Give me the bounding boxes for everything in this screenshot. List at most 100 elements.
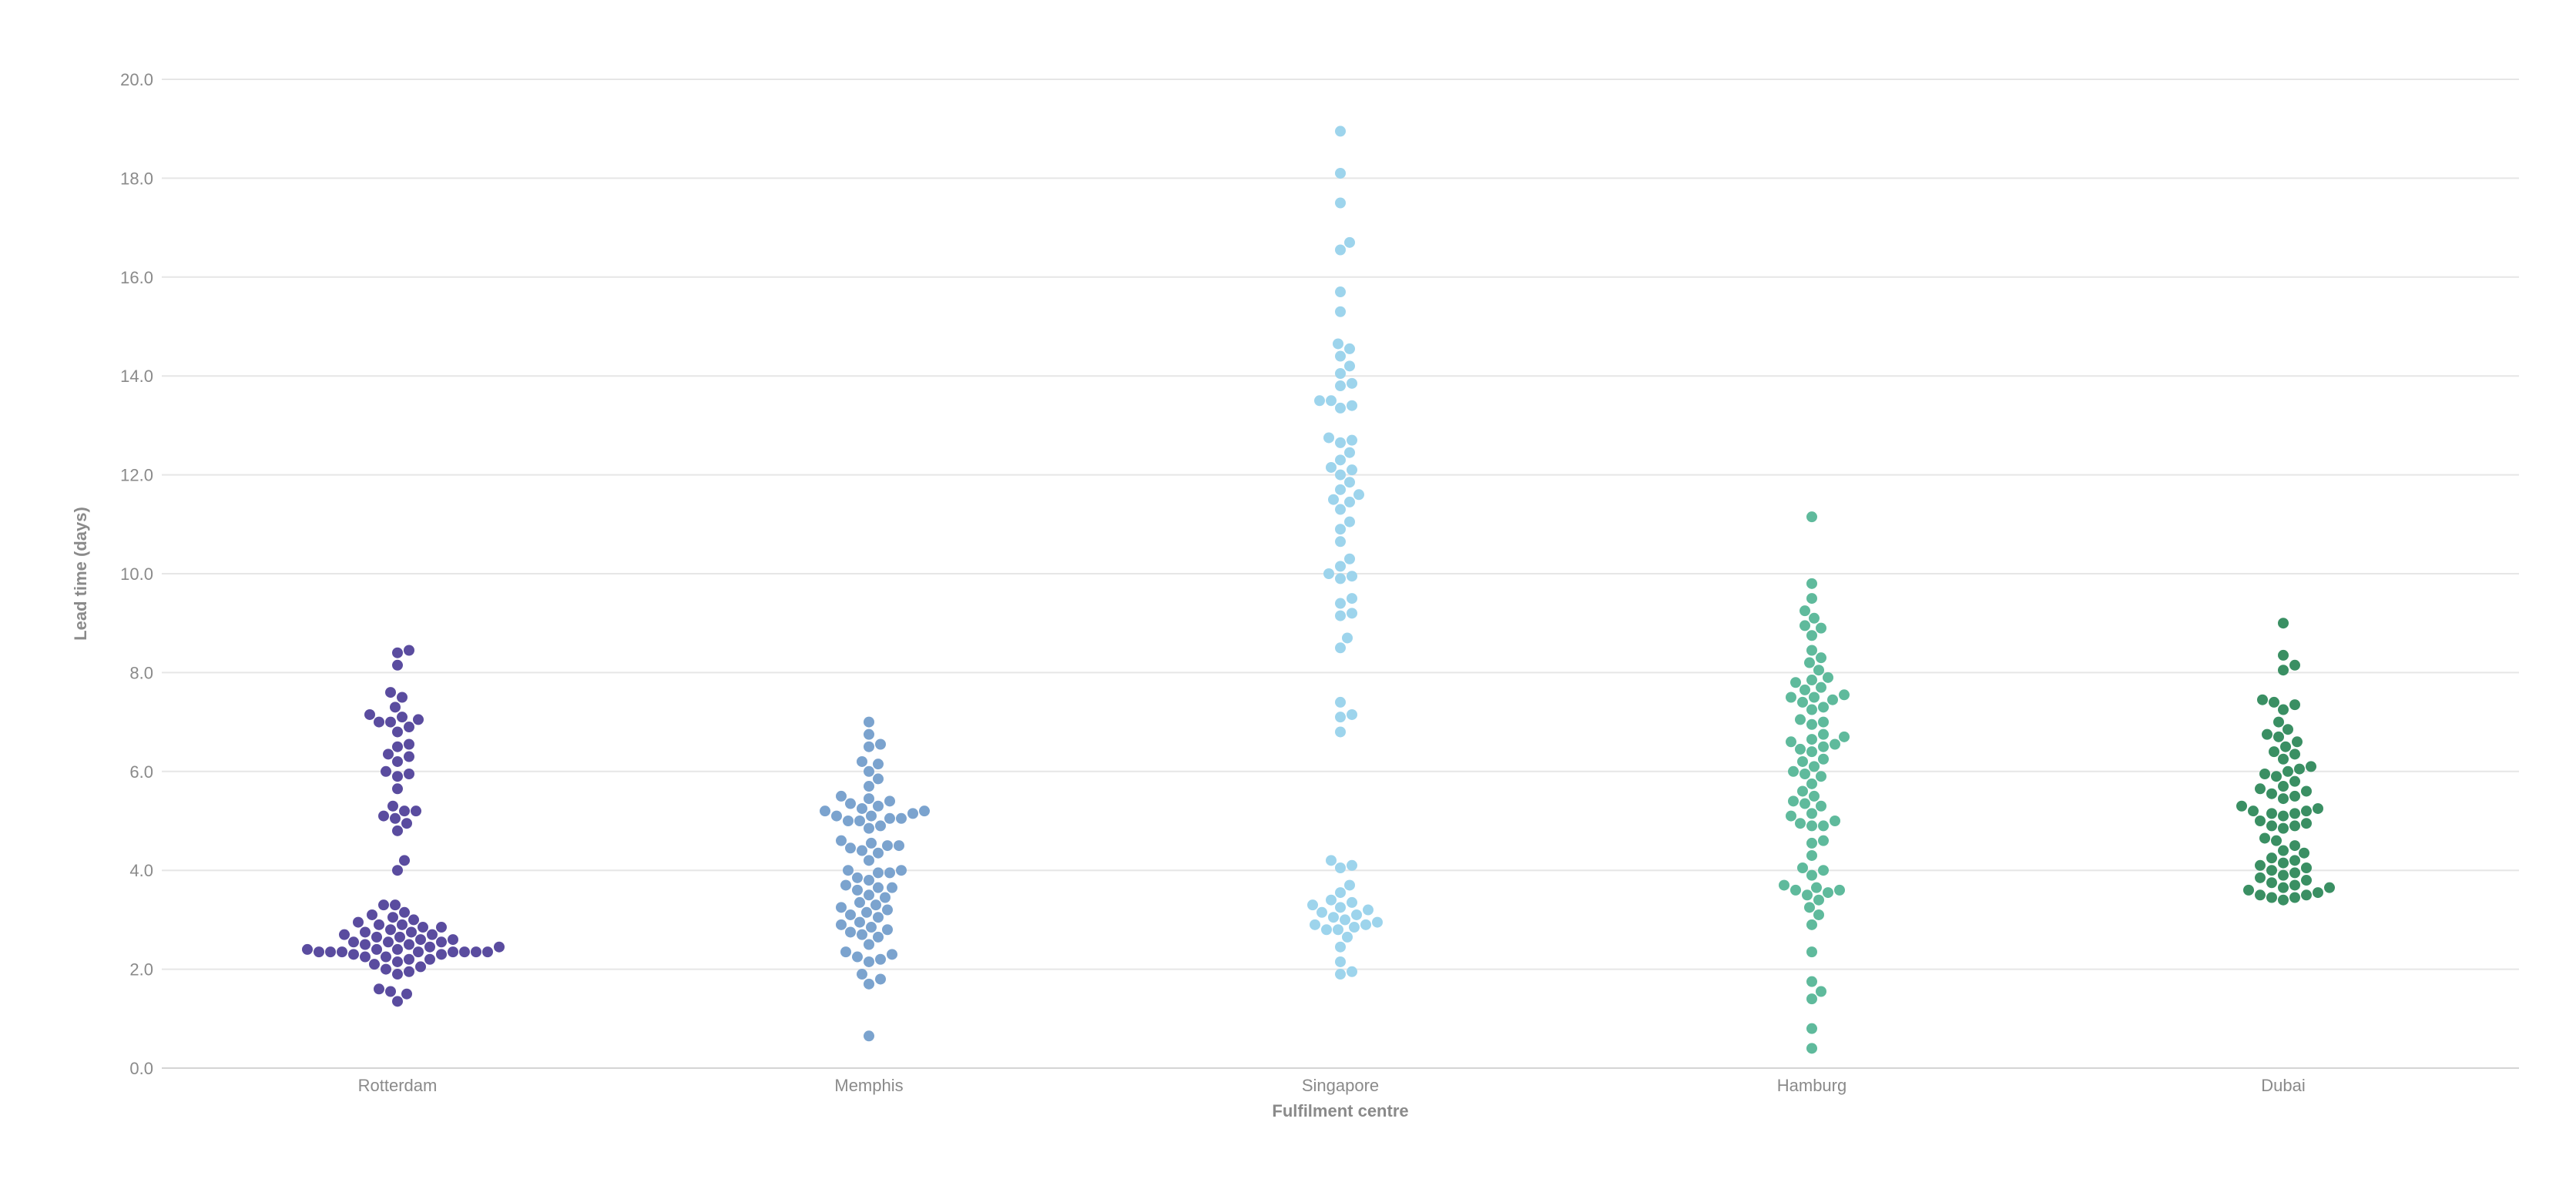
data-point [415, 934, 426, 946]
data-point [2289, 749, 2300, 760]
data-point [1335, 469, 1346, 481]
data-point [404, 722, 414, 733]
data-point [1347, 571, 1357, 582]
data-point [857, 929, 867, 940]
data-point [2262, 728, 2272, 740]
data-point [2266, 820, 2277, 832]
data-point [404, 645, 414, 656]
y-tick-label: 6.0 [129, 762, 153, 782]
data-point [383, 749, 394, 760]
data-point [907, 808, 918, 819]
data-point [404, 939, 414, 950]
data-point [378, 899, 389, 911]
data-point [852, 951, 863, 963]
x-tick-label: Singapore [1302, 1076, 1379, 1095]
data-point [1335, 402, 1346, 414]
data-point [1335, 504, 1346, 515]
data-point [1335, 969, 1346, 980]
data-point [875, 953, 886, 965]
data-point [325, 946, 336, 958]
data-point [1344, 236, 1355, 248]
data-point [880, 892, 891, 903]
data-point [836, 902, 847, 913]
data-point [1335, 642, 1346, 654]
data-point [2289, 699, 2300, 711]
data-point [2259, 832, 2270, 844]
data-point [1335, 244, 1346, 256]
data-point [864, 741, 874, 752]
data-point [845, 909, 856, 920]
data-point [864, 875, 874, 886]
data-point [1342, 632, 1353, 644]
data-point [459, 946, 470, 958]
data-point [392, 647, 403, 658]
data-point [866, 837, 877, 849]
data-point [870, 899, 881, 911]
data-point [1333, 338, 1343, 350]
data-point [374, 983, 384, 995]
y-tick-label: 20.0 [120, 70, 153, 89]
x-axis-title: Fulfilment centre [1272, 1101, 1408, 1120]
data-point [1323, 568, 1334, 579]
data-point [448, 934, 458, 946]
data-point [2266, 865, 2277, 876]
data-point [1797, 862, 1808, 873]
data-point [1806, 630, 1817, 641]
data-point [2313, 802, 2323, 814]
data-point [385, 924, 396, 936]
data-point [1806, 976, 1817, 987]
x-tick-label: Hamburg [1777, 1076, 1846, 1095]
data-point [1321, 924, 1332, 936]
data-point [2273, 716, 2284, 728]
data-point [353, 916, 364, 928]
data-point [1310, 919, 1320, 930]
data-point [884, 795, 895, 807]
data-point [2289, 867, 2300, 879]
data-point [2255, 783, 2266, 795]
data-point [2301, 862, 2312, 873]
data-point [861, 906, 872, 918]
data-point [1816, 800, 1826, 812]
data-point [1353, 489, 1364, 501]
data-point [1314, 395, 1325, 407]
data-point [1344, 879, 1355, 891]
data-point [2289, 879, 2300, 891]
data-point [404, 966, 414, 977]
data-point [1317, 906, 1327, 918]
data-point [845, 798, 856, 809]
data-point [1818, 865, 1829, 876]
data-point [919, 806, 930, 817]
y-axis-ticks: 0.0 2.0 4.0 6.0 8.0 10.0 12.0 14.0 16.0 18.0 20.0 [120, 70, 153, 1078]
data-point [381, 765, 391, 777]
x-tick-label: Rotterdam [358, 1076, 438, 1095]
data-point [2278, 857, 2289, 869]
data-point [873, 759, 884, 770]
data-point [1335, 536, 1346, 548]
data-point [1347, 377, 1357, 389]
data-point [2301, 875, 2312, 886]
data-point [1335, 696, 1346, 708]
data-point [482, 946, 493, 958]
data-point [1818, 716, 1829, 728]
data-point [392, 943, 403, 955]
data-point [873, 912, 884, 923]
data-point [887, 882, 897, 893]
data-point [2278, 810, 2289, 822]
data-point [1779, 879, 1789, 891]
data-point [864, 889, 874, 901]
data-point [374, 919, 384, 930]
data-point [387, 800, 398, 812]
y-tick-label: 4.0 [129, 861, 153, 880]
data-point [1335, 306, 1346, 317]
data-point [873, 867, 884, 879]
y-tick-label: 14.0 [120, 367, 153, 386]
data-point [392, 956, 403, 967]
data-point [1347, 434, 1357, 446]
data-point [436, 922, 447, 933]
data-point [378, 810, 389, 822]
data-point [1800, 605, 1810, 617]
data-point [2283, 765, 2293, 777]
data-point [424, 953, 435, 965]
data-point [1335, 902, 1346, 913]
